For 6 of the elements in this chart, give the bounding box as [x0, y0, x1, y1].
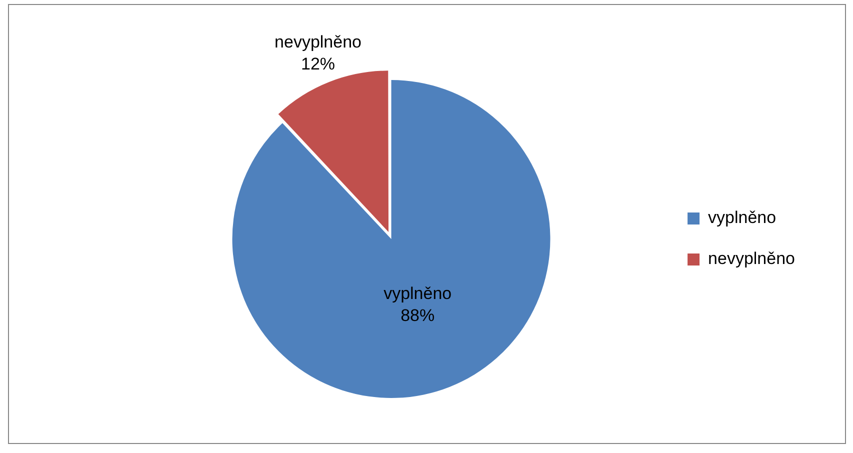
legend-label: nevyplněno [708, 249, 796, 268]
slice-label: vyplněno [384, 284, 452, 304]
data-label: 88% [400, 306, 435, 326]
slice-label: nevyplněno [274, 32, 362, 52]
legend-label: vyplněno [708, 208, 776, 228]
data-label: 12% [301, 54, 336, 74]
